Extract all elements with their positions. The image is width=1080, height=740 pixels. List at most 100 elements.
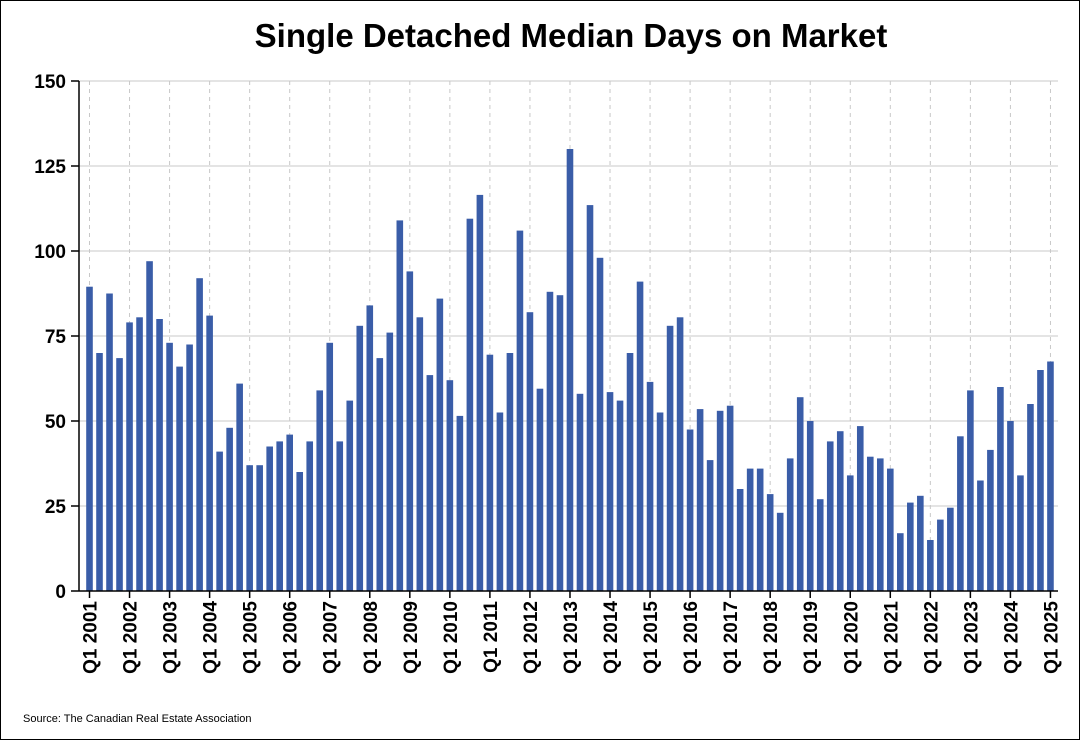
chart-title: Single Detached Median Days on Market <box>254 17 888 54</box>
x-tick-label: Q1 2021 <box>881 601 902 674</box>
bar <box>186 344 193 591</box>
bar <box>746 468 754 591</box>
bar <box>146 261 153 591</box>
bar <box>396 220 404 591</box>
x-tick-label: Q1 2025 <box>1041 601 1062 674</box>
x-axis-ticks: Q1 2001 Q1 2002 Q1 2003 Q1 2004 Q1 2005 Q1 20… <box>81 591 1062 674</box>
bar <box>306 441 314 591</box>
bar <box>446 380 454 591</box>
x-tick-label: Q1 2023 <box>961 601 982 674</box>
bar <box>286 434 293 591</box>
x-tick-label: Q1 2001 <box>81 601 102 674</box>
bar <box>706 460 714 591</box>
bar <box>226 427 233 591</box>
bar <box>967 390 974 591</box>
x-tick-label: Q1 2008 <box>361 601 382 674</box>
x-tick-label: Q1 2012 <box>521 601 542 674</box>
x-tick-label: Q1 2014 <box>601 601 622 674</box>
bar <box>766 494 774 591</box>
bar <box>526 312 534 591</box>
bar <box>316 390 324 591</box>
x-tick-label: Q1 2007 <box>321 601 342 674</box>
bar <box>576 393 584 591</box>
bar <box>666 325 674 591</box>
bar <box>166 342 173 591</box>
x-tick-label: Q1 2020 <box>841 601 862 674</box>
x-tick-label: Q1 2010 <box>441 601 462 674</box>
bar <box>566 149 574 591</box>
bar <box>466 218 474 591</box>
bar <box>386 332 394 591</box>
bar <box>947 507 954 591</box>
bar <box>176 366 183 591</box>
x-tick-label: Q1 2003 <box>161 601 182 674</box>
bar <box>366 305 374 591</box>
bar <box>676 317 684 591</box>
bar <box>897 533 904 591</box>
x-tick-label: Q1 2018 <box>761 601 782 674</box>
bar <box>216 451 223 591</box>
bar <box>876 458 884 591</box>
bar <box>326 342 334 591</box>
bar <box>937 519 944 591</box>
x-tick-label: Q1 2016 <box>681 601 702 674</box>
source-note: Source: The Canadian Real Estate Associa… <box>23 713 252 725</box>
bar <box>156 319 163 591</box>
bar <box>856 426 864 591</box>
bar <box>336 441 344 591</box>
bar <box>436 298 444 591</box>
bar <box>806 421 814 591</box>
bar <box>356 325 364 591</box>
bar <box>596 257 604 591</box>
bar <box>786 458 794 591</box>
bar <box>266 446 273 591</box>
bar <box>1037 370 1044 591</box>
bar <box>136 317 143 591</box>
bar <box>426 375 434 591</box>
x-tick-label: Q1 2013 <box>561 601 582 674</box>
bar <box>496 412 504 591</box>
x-tick-label: Q1 2022 <box>921 601 942 674</box>
bar <box>456 415 464 591</box>
bar <box>116 358 123 591</box>
x-tick-label: Q1 2009 <box>401 601 422 674</box>
bar <box>686 429 694 591</box>
bar <box>406 271 414 591</box>
bar <box>86 286 93 591</box>
bar <box>256 465 263 591</box>
bar <box>636 281 644 591</box>
bar <box>646 381 654 591</box>
bar <box>816 499 824 591</box>
bar <box>866 456 874 591</box>
y-tick-label: 50 <box>45 412 66 433</box>
x-tick-label: Q1 2024 <box>1001 601 1022 674</box>
bar <box>1047 361 1054 591</box>
bar <box>957 436 964 591</box>
bar <box>1017 475 1024 591</box>
bar <box>656 412 664 591</box>
bar <box>616 400 624 591</box>
bar <box>997 387 1004 591</box>
bar <box>296 472 304 591</box>
bar <box>236 383 243 591</box>
bar <box>486 354 494 591</box>
bar <box>246 465 253 591</box>
x-tick-label: Q1 2006 <box>281 601 302 674</box>
x-tick-label: Q1 2019 <box>801 601 822 674</box>
bar <box>826 441 834 591</box>
bar <box>536 388 544 591</box>
bar <box>887 468 894 591</box>
bar <box>716 410 724 591</box>
bar <box>606 392 614 591</box>
bar <box>917 495 924 591</box>
y-tick-label: 75 <box>45 327 67 348</box>
bar <box>416 317 424 591</box>
bar <box>476 194 484 591</box>
bar <box>756 468 764 591</box>
bar <box>106 293 113 591</box>
x-tick-label: Q1 2017 <box>721 601 742 674</box>
y-tick-label: 125 <box>34 157 66 178</box>
y-axis-ticks: 0 25 50 75 100 125 150 <box>34 72 79 603</box>
bar <box>346 400 354 591</box>
